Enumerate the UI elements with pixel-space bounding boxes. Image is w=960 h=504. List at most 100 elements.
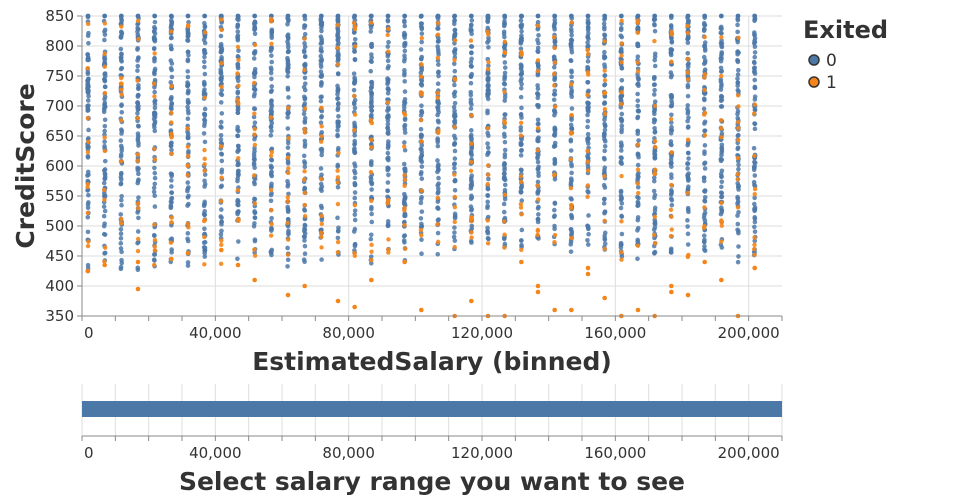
data-point-exited-0 [219, 87, 225, 93]
data-point-exited-0 [752, 121, 757, 126]
data-point-exited-1 [202, 95, 207, 100]
data-point-exited-0 [569, 170, 574, 176]
data-point-exited-1 [218, 261, 224, 266]
data-point-exited-1 [602, 78, 608, 83]
data-point-exited-1 [702, 259, 707, 265]
data-point-exited-0 [302, 141, 308, 147]
data-point-exited-1 [152, 262, 157, 268]
data-point-exited-1 [452, 124, 457, 130]
data-point-exited-1 [352, 44, 358, 49]
data-point-exited-1 [236, 218, 241, 223]
data-point-exited-0 [302, 54, 308, 59]
data-point-exited-1 [252, 111, 257, 116]
data-point-exited-0 [86, 76, 91, 82]
data-point-exited-0 [468, 73, 474, 79]
data-point-exited-0 [602, 143, 608, 149]
data-point-exited-1 [736, 35, 741, 40]
data-point-exited-0 [369, 159, 374, 164]
data-point-exited-0 [186, 148, 191, 154]
data-point-exited-0 [752, 44, 758, 50]
data-point-exited-0 [285, 208, 291, 213]
data-point-exited-0 [502, 94, 508, 100]
data-point-exited-0 [485, 214, 491, 220]
data-point-exited-0 [252, 87, 258, 93]
data-point-exited-1 [369, 249, 374, 254]
data-point-exited-0 [385, 166, 391, 172]
data-point-exited-0 [268, 198, 274, 204]
data-point-exited-0 [502, 112, 508, 117]
data-point-exited-0 [152, 105, 158, 111]
data-point-exited-1 [285, 199, 291, 204]
data-point-exited-0 [152, 25, 157, 30]
data-point-exited-0 [502, 196, 508, 202]
data-point-exited-1 [136, 206, 141, 211]
data-point-exited-0 [735, 29, 740, 35]
data-point-exited-0 [151, 34, 157, 40]
data-point-exited-0 [619, 201, 625, 206]
data-point-exited-0 [585, 164, 591, 170]
data-point-exited-1 [519, 49, 524, 55]
data-point-exited-0 [385, 180, 391, 185]
data-point-exited-0 [235, 54, 241, 59]
data-point-exited-1 [402, 183, 407, 188]
data-point-exited-0 [201, 59, 207, 65]
data-point-exited-1 [635, 30, 641, 35]
data-point-exited-0 [635, 199, 641, 205]
data-point-exited-0 [352, 190, 358, 195]
data-point-exited-1 [152, 244, 157, 249]
data-point-exited-0 [485, 225, 490, 231]
data-point-exited-0 [102, 176, 108, 181]
data-point-exited-0 [519, 69, 525, 74]
data-point-exited-0 [419, 209, 425, 214]
data-point-exited-0 [552, 226, 557, 232]
data-point-exited-1 [85, 268, 91, 274]
data-point-exited-0 [685, 231, 691, 237]
data-point-exited-0 [651, 120, 657, 125]
brush-selection-bar[interactable] [82, 401, 782, 417]
data-point-exited-0 [601, 201, 607, 206]
data-point-exited-0 [502, 161, 508, 167]
data-point-exited-1 [735, 172, 741, 177]
data-point-exited-0 [101, 180, 107, 186]
data-point-exited-0 [318, 120, 324, 125]
data-point-exited-0 [618, 13, 624, 19]
data-point-exited-0 [602, 82, 608, 87]
data-point-exited-0 [235, 124, 240, 130]
data-point-exited-0 [269, 45, 274, 50]
data-point-exited-1 [536, 197, 541, 202]
data-point-exited-0 [235, 133, 241, 139]
data-point-exited-0 [602, 132, 607, 138]
data-point-exited-0 [386, 172, 391, 178]
data-point-exited-0 [569, 50, 575, 55]
data-point-exited-0 [118, 46, 124, 52]
data-point-exited-0 [669, 47, 674, 52]
data-point-exited-0 [602, 33, 608, 38]
data-point-exited-1 [602, 246, 607, 252]
data-point-exited-0 [451, 104, 457, 110]
data-point-exited-0 [502, 139, 508, 145]
data-point-exited-0 [568, 249, 574, 254]
data-point-exited-0 [569, 126, 575, 132]
data-point-exited-1 [751, 111, 757, 116]
data-point-exited-0 [752, 229, 758, 234]
data-point-exited-1 [569, 307, 574, 313]
data-point-exited-0 [436, 217, 441, 222]
data-point-exited-1 [286, 166, 291, 171]
data-point-exited-0 [251, 154, 257, 160]
data-point-exited-0 [601, 182, 607, 188]
data-point-exited-0 [369, 112, 374, 118]
data-point-exited-1 [552, 232, 558, 238]
data-point-exited-1 [335, 62, 341, 67]
data-point-exited-0 [369, 44, 374, 49]
data-point-exited-0 [736, 162, 741, 168]
data-point-exited-0 [318, 53, 324, 59]
data-point-exited-0 [419, 39, 425, 45]
salary-range-brush[interactable]: 0 40,000 80,000 120,000 160,000 200,000 [81, 384, 783, 462]
data-point-exited-0 [202, 226, 207, 232]
data-point-exited-0 [102, 103, 108, 108]
data-point-exited-0 [219, 167, 225, 173]
data-point-exited-0 [701, 233, 707, 238]
data-point-exited-0 [451, 234, 457, 240]
data-point-exited-0 [118, 35, 124, 40]
data-point-exited-0 [468, 100, 474, 105]
